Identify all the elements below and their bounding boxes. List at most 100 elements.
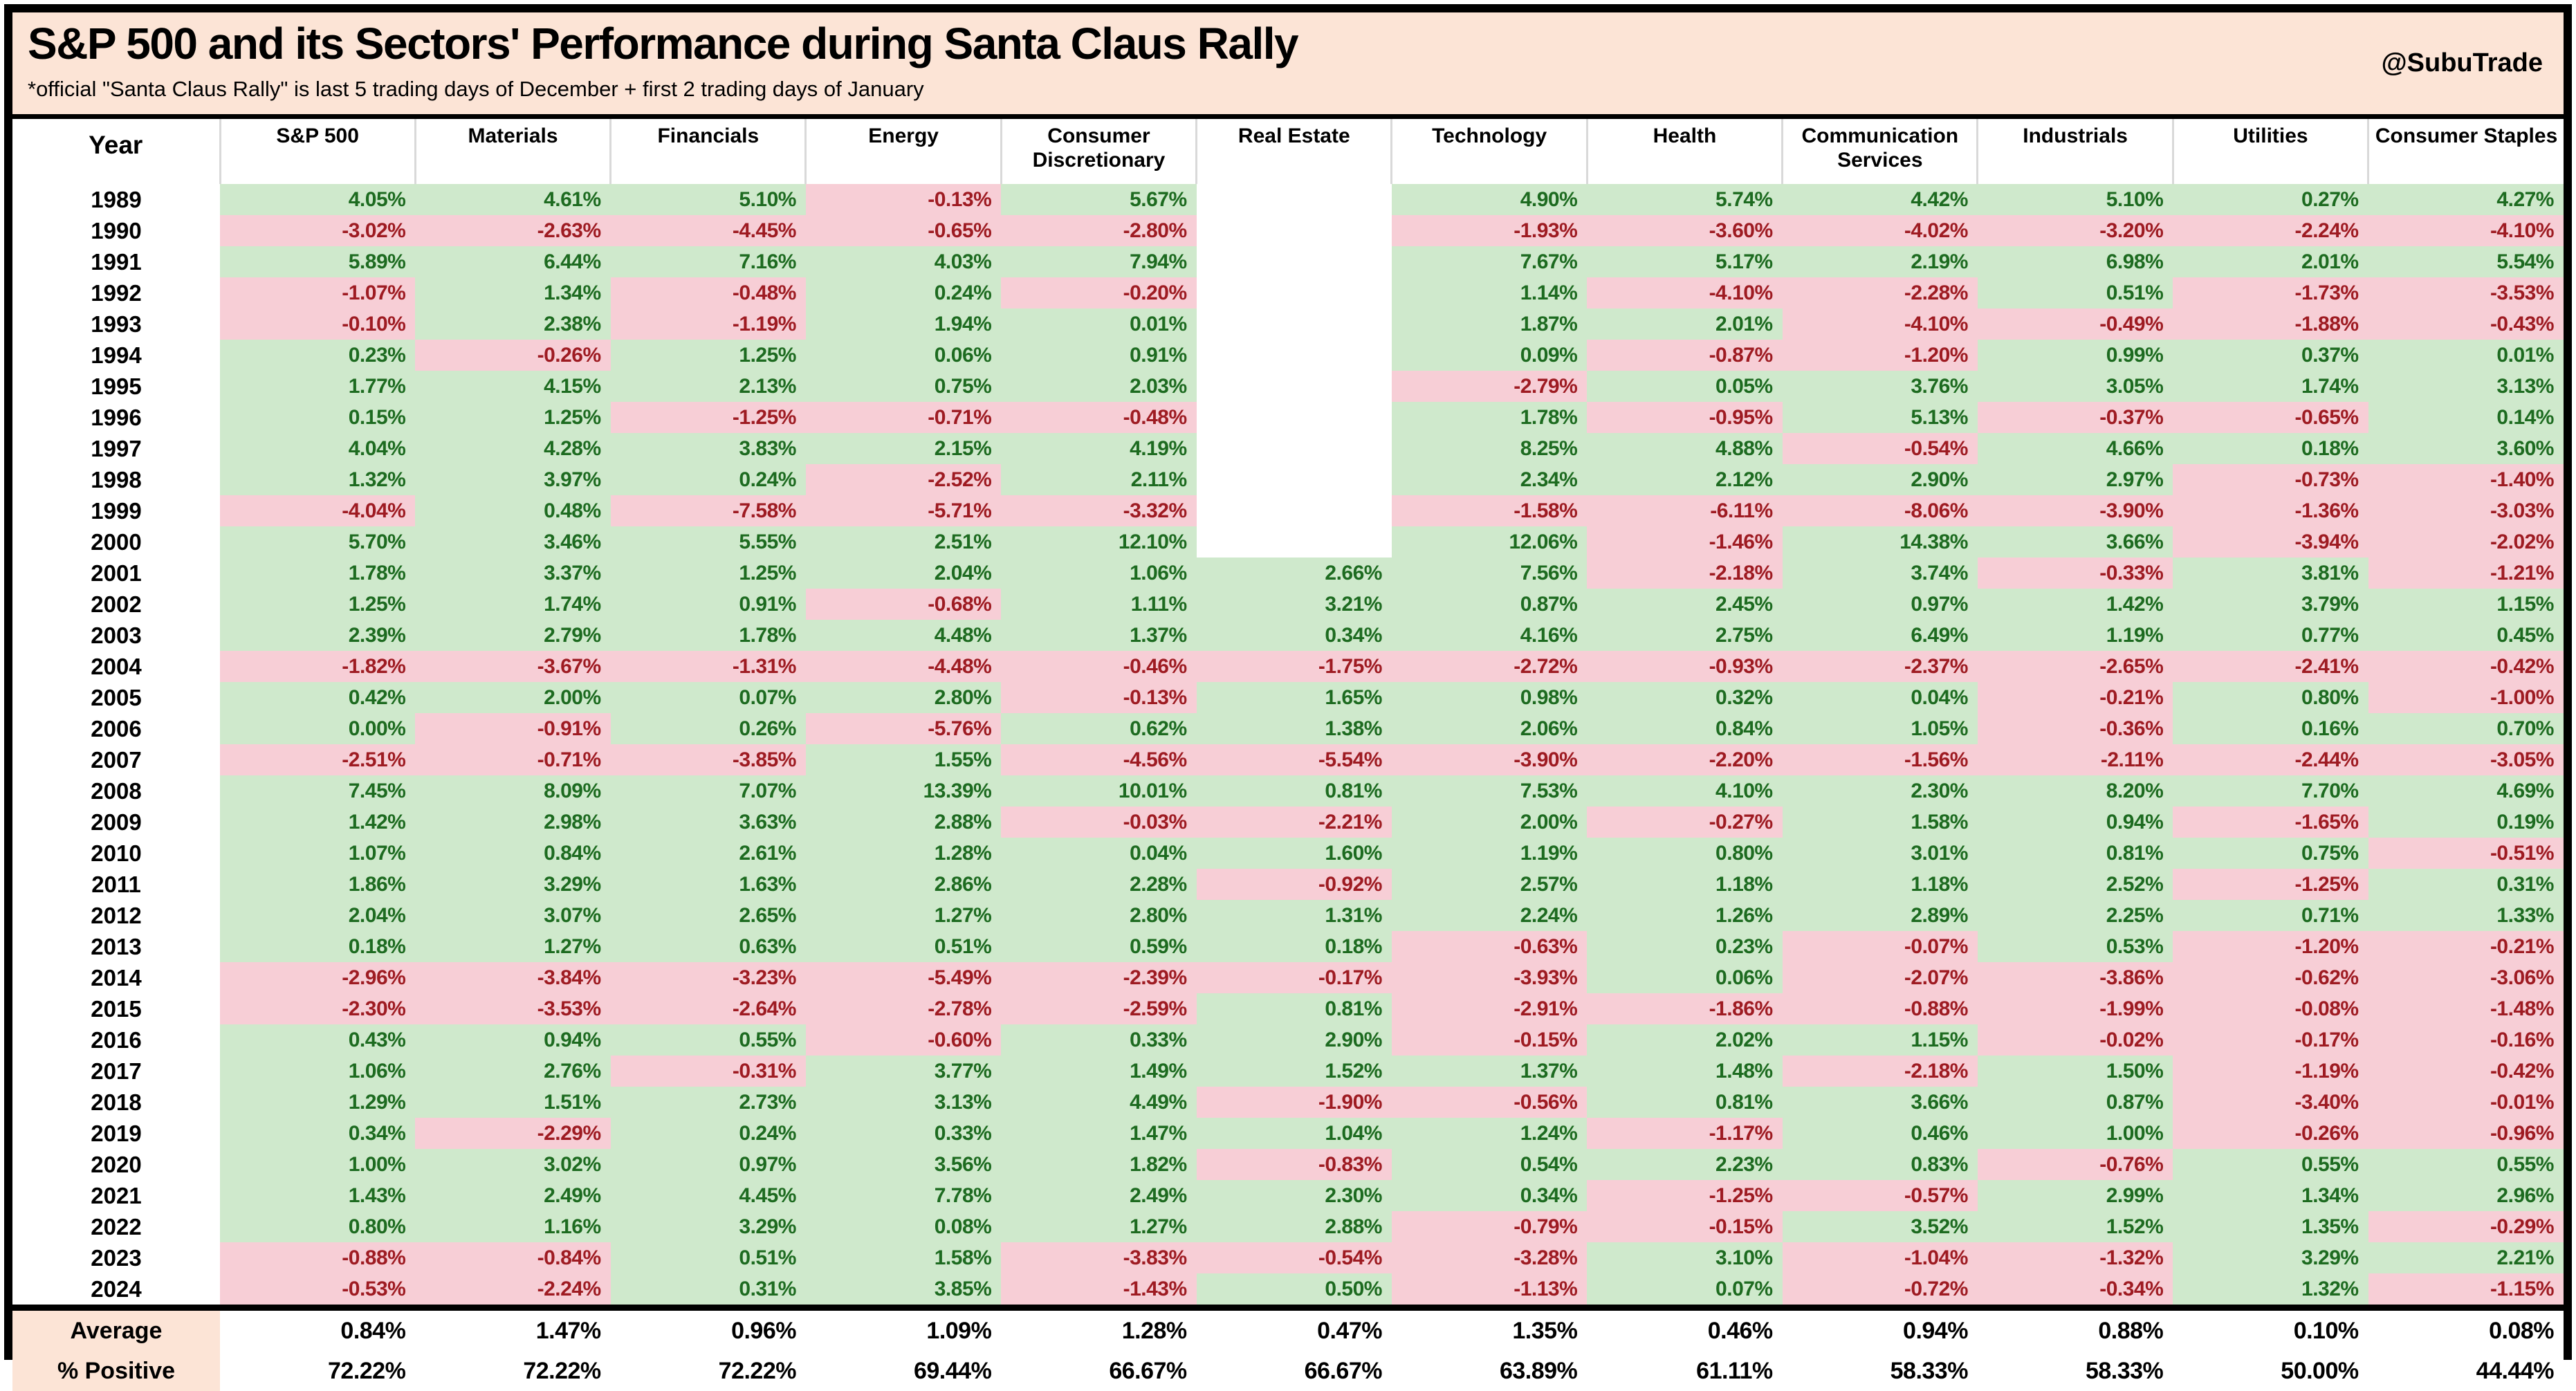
value-cell: -3.60% (1587, 215, 1782, 246)
value-cell: 7.94% (1001, 246, 1196, 277)
year-cell: 2000 (12, 526, 220, 558)
value-cell: 6.49% (1783, 620, 1978, 651)
value-cell: -0.03% (1001, 807, 1196, 838)
value-cell: -0.37% (1978, 402, 2173, 433)
value-cell: -2.20% (1587, 744, 1782, 775)
value-cell: 1.15% (2368, 589, 2564, 620)
value-cell: 0.80% (1587, 838, 1782, 869)
value-cell (1197, 464, 1392, 495)
value-cell: -1.48% (2368, 993, 2564, 1024)
value-cell: 2.28% (1001, 869, 1196, 900)
value-cell: 0.42% (220, 682, 415, 713)
value-cell: 4.42% (1783, 184, 1978, 215)
value-cell: -2.41% (2173, 651, 2368, 682)
value-cell: 1.74% (2173, 371, 2368, 402)
value-cell: 2.88% (806, 807, 1001, 838)
value-cell: 7.78% (806, 1180, 1001, 1211)
value-cell: -0.46% (1001, 651, 1196, 682)
value-cell: -2.07% (1783, 962, 1978, 993)
value-cell: -0.08% (2173, 993, 2368, 1024)
value-cell: 4.27% (2368, 184, 2564, 215)
value-cell: -0.20% (1001, 277, 1196, 308)
value-cell: 1.31% (1197, 900, 1392, 931)
value-cell: 4.16% (1392, 620, 1587, 651)
value-cell: 0.70% (2368, 713, 2564, 744)
year-cell: 1992 (12, 277, 220, 308)
value-cell: -3.94% (2173, 526, 2368, 558)
value-cell: -1.88% (2173, 308, 2368, 340)
value-cell: -1.90% (1197, 1087, 1392, 1118)
value-cell: 1.78% (611, 620, 806, 651)
value-cell: -0.48% (1001, 402, 1196, 433)
value-cell: 1.58% (806, 1242, 1001, 1273)
value-cell (1197, 184, 1392, 215)
value-cell: 1.19% (1392, 838, 1587, 869)
value-cell: -4.45% (611, 215, 806, 246)
value-cell: 4.04% (220, 433, 415, 464)
value-cell: 1.06% (1001, 558, 1196, 589)
value-cell: 0.81% (1197, 993, 1392, 1024)
value-cell: 3.46% (415, 526, 610, 558)
title-bar: S&P 500 and its Sectors' Performance dur… (12, 12, 2564, 119)
value-cell: 1.05% (1783, 713, 1978, 744)
value-cell: -2.79% (1392, 371, 1587, 402)
summary-value-cell: 0.10% (2173, 1308, 2368, 1352)
column-header: Materials (415, 119, 610, 184)
value-cell (1197, 526, 1392, 558)
value-cell: 1.32% (2173, 1273, 2368, 1308)
value-cell: -4.48% (806, 651, 1001, 682)
year-cell: 2019 (12, 1118, 220, 1149)
value-cell: 1.19% (1978, 620, 2173, 651)
value-cell: 2.01% (1587, 308, 1782, 340)
value-cell: 2.11% (1001, 464, 1196, 495)
value-cell: -1.19% (611, 308, 806, 340)
value-cell: 0.83% (1783, 1149, 1978, 1180)
year-cell: 2022 (12, 1211, 220, 1242)
value-cell: -2.24% (415, 1273, 610, 1308)
value-cell: -1.13% (1392, 1273, 1587, 1308)
value-cell: 3.66% (1978, 526, 2173, 558)
value-cell: 0.45% (2368, 620, 2564, 651)
value-cell: 0.99% (1978, 340, 2173, 371)
value-cell: -5.76% (806, 713, 1001, 744)
value-cell: 0.26% (611, 713, 806, 744)
value-cell: 0.43% (220, 1024, 415, 1056)
value-cell: 0.59% (1001, 931, 1196, 962)
value-cell: -1.17% (1587, 1118, 1782, 1149)
value-cell: 4.48% (806, 620, 1001, 651)
value-cell: 0.08% (806, 1211, 1001, 1242)
summary-value-cell: 0.94% (1783, 1308, 1978, 1352)
value-cell: 1.28% (806, 838, 1001, 869)
value-cell: -0.68% (806, 589, 1001, 620)
year-cell: 1990 (12, 215, 220, 246)
value-cell: 0.05% (1587, 371, 1782, 402)
value-cell: -0.88% (1783, 993, 1978, 1024)
value-cell: 1.60% (1197, 838, 1392, 869)
value-cell: -3.53% (2368, 277, 2564, 308)
value-cell (1197, 340, 1392, 371)
value-cell: 0.55% (611, 1024, 806, 1056)
summary-value-cell: 66.67% (1197, 1351, 1392, 1391)
year-cell: 2017 (12, 1056, 220, 1087)
value-cell: -0.33% (1978, 558, 2173, 589)
year-cell: 2013 (12, 931, 220, 962)
year-cell: 2008 (12, 775, 220, 807)
value-cell: 3.66% (1783, 1087, 1978, 1118)
value-cell: -2.52% (806, 464, 1001, 495)
value-cell: -2.65% (1978, 651, 2173, 682)
value-cell: 2.66% (1197, 558, 1392, 589)
column-header: Industrials (1978, 119, 2173, 184)
value-cell: 0.37% (2173, 340, 2368, 371)
value-cell: 0.51% (611, 1242, 806, 1273)
value-cell: 2.02% (1587, 1024, 1782, 1056)
value-cell: 3.29% (611, 1211, 806, 1242)
value-cell: 1.18% (1783, 869, 1978, 900)
value-cell: 2.06% (1392, 713, 1587, 744)
value-cell: -3.90% (1392, 744, 1587, 775)
column-header: Utilities (2173, 119, 2368, 184)
value-cell: -0.71% (415, 744, 610, 775)
